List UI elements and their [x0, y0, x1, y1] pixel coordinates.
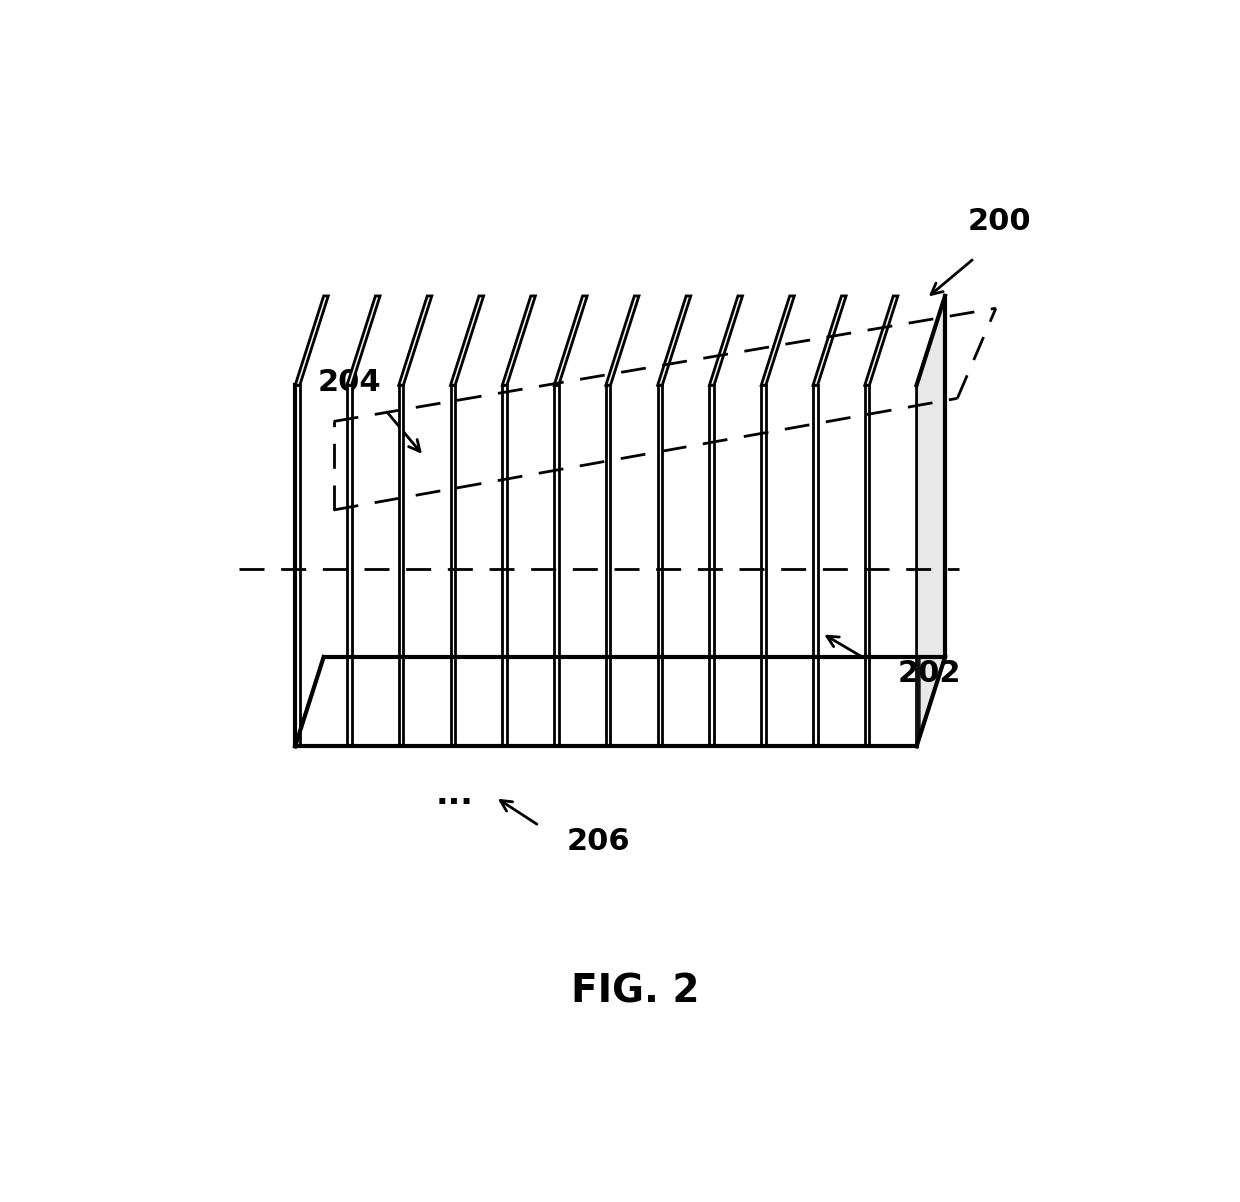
Polygon shape: [399, 296, 432, 386]
Polygon shape: [502, 386, 507, 746]
Polygon shape: [761, 296, 795, 386]
Polygon shape: [813, 386, 817, 746]
Polygon shape: [606, 386, 610, 746]
Polygon shape: [295, 386, 300, 746]
Polygon shape: [709, 386, 714, 746]
Polygon shape: [399, 386, 403, 746]
Polygon shape: [502, 296, 536, 386]
Polygon shape: [554, 296, 588, 386]
Polygon shape: [295, 296, 329, 386]
Polygon shape: [813, 296, 846, 386]
Polygon shape: [864, 386, 869, 746]
Polygon shape: [657, 386, 662, 746]
Polygon shape: [916, 656, 920, 746]
Polygon shape: [450, 296, 484, 386]
Text: 202: 202: [898, 660, 961, 689]
Polygon shape: [657, 296, 691, 386]
Polygon shape: [347, 386, 352, 746]
Text: 206: 206: [567, 827, 630, 856]
Polygon shape: [347, 296, 379, 386]
Polygon shape: [864, 296, 898, 386]
Text: FIG. 2: FIG. 2: [572, 972, 699, 1010]
Text: 204: 204: [317, 369, 381, 398]
Polygon shape: [709, 296, 743, 386]
Polygon shape: [916, 296, 945, 746]
Polygon shape: [606, 296, 639, 386]
Polygon shape: [761, 386, 766, 746]
Polygon shape: [554, 386, 559, 746]
Text: 200: 200: [967, 207, 1030, 236]
Polygon shape: [450, 386, 455, 746]
Text: ...: ...: [435, 779, 474, 811]
